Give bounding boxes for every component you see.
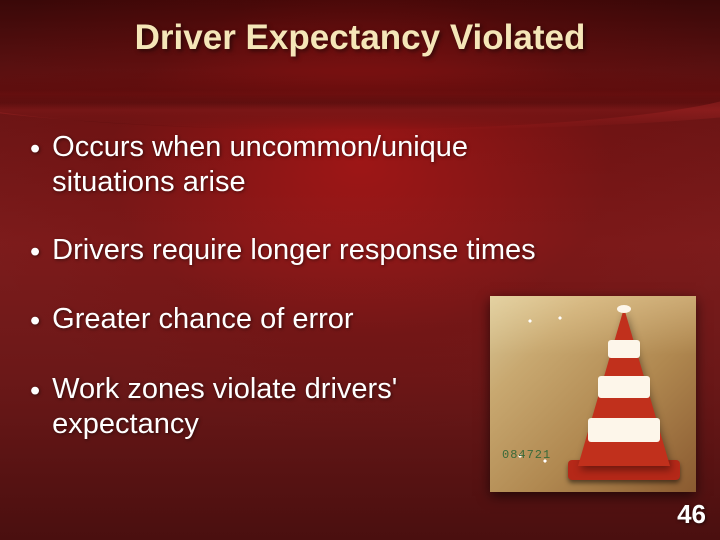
cone-stripe bbox=[598, 376, 650, 398]
cone-stripe bbox=[588, 418, 660, 442]
bullet-item: • Drivers require longer response times bbox=[30, 233, 590, 270]
bullet-item: • Greater chance of error bbox=[30, 302, 410, 339]
bullet-text: Occurs when uncommon/unique situations a… bbox=[52, 130, 590, 201]
bullet-icon: • bbox=[30, 304, 40, 339]
decorative-arc-2 bbox=[0, 90, 720, 130]
bullet-icon: • bbox=[30, 374, 40, 409]
bullet-icon: • bbox=[30, 132, 40, 167]
bullet-text: Drivers require longer response times bbox=[52, 233, 590, 268]
cone-stripe bbox=[608, 340, 640, 358]
bullet-icon: • bbox=[30, 235, 40, 270]
digit-readout: 084721 bbox=[502, 448, 551, 462]
cone-top bbox=[617, 305, 631, 313]
bullet-text: Work zones violate drivers' expectancy bbox=[52, 372, 410, 443]
traffic-cone-image: 084721 bbox=[490, 296, 696, 492]
bullet-item: • Occurs when uncommon/unique situations… bbox=[30, 130, 590, 201]
bullet-item: • Work zones violate drivers' expectancy bbox=[30, 372, 410, 443]
bullet-text: Greater chance of error bbox=[52, 302, 410, 337]
traffic-cone-icon bbox=[574, 308, 674, 484]
slide-title: Driver Expectancy Violated bbox=[0, 18, 720, 58]
page-number: 46 bbox=[677, 499, 706, 530]
slide: Driver Expectancy Violated • Occurs when… bbox=[0, 0, 720, 540]
